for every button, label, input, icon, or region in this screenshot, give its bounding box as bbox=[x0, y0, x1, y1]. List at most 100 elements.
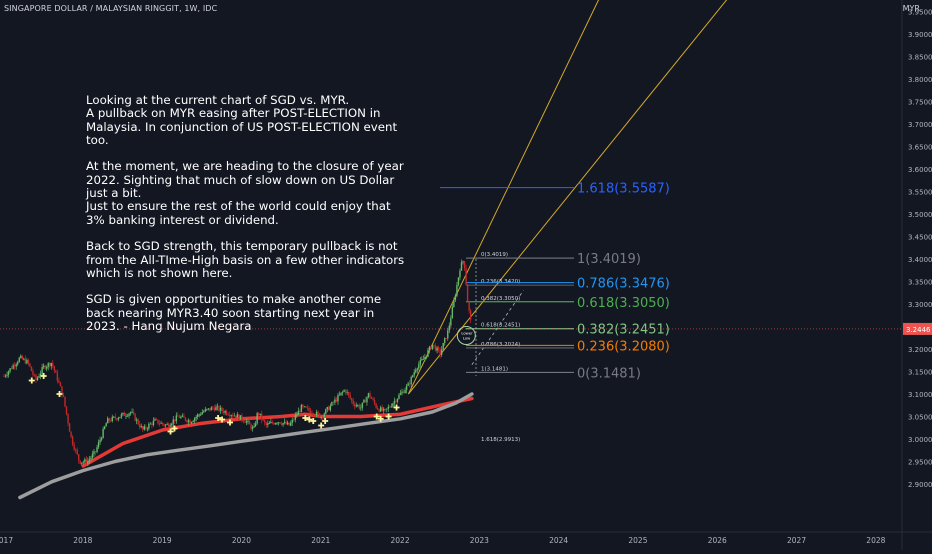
candle-body bbox=[288, 422, 290, 426]
candle-body bbox=[143, 426, 145, 430]
candle-body bbox=[4, 375, 7, 377]
candle-body bbox=[20, 355, 22, 358]
candle-body bbox=[110, 420, 112, 422]
y-tick-label: 3.0000 bbox=[908, 436, 932, 444]
y-tick-label: 3.3500 bbox=[908, 279, 932, 287]
candle-body bbox=[157, 419, 159, 424]
candle-body bbox=[465, 268, 467, 285]
y-tick-label: 2.9000 bbox=[908, 481, 932, 489]
moving-average-layer bbox=[18, 392, 474, 500]
buy-signal-marker bbox=[306, 416, 313, 423]
candle-body bbox=[405, 385, 408, 391]
candle-body bbox=[248, 420, 251, 425]
candle-body bbox=[56, 372, 59, 381]
candle-body bbox=[200, 414, 202, 416]
candle-body bbox=[247, 420, 249, 422]
buy-signal-marker bbox=[373, 413, 380, 420]
buy-signal-marker bbox=[393, 404, 400, 411]
candle-body bbox=[74, 449, 77, 451]
candle-body bbox=[293, 419, 295, 421]
candle-body bbox=[171, 423, 173, 426]
candle-body bbox=[158, 423, 161, 425]
candle-body bbox=[36, 377, 39, 381]
candle-body bbox=[453, 300, 455, 307]
candle-body bbox=[401, 391, 403, 394]
candle-body bbox=[296, 414, 298, 416]
x-tick-label: 2017 bbox=[0, 536, 13, 545]
candle-body bbox=[76, 449, 78, 455]
candle-body bbox=[396, 398, 399, 402]
y-tick-label: 2.9500 bbox=[908, 459, 932, 467]
buy-signal-marker bbox=[215, 415, 222, 421]
candle-body bbox=[337, 395, 339, 402]
candle-body bbox=[280, 423, 283, 425]
candle-body bbox=[230, 415, 232, 417]
candle-body bbox=[300, 404, 303, 412]
candle-body bbox=[229, 415, 231, 417]
candle-body bbox=[215, 407, 217, 411]
candle-body bbox=[259, 413, 261, 415]
candle-body bbox=[227, 414, 229, 416]
x-tick-label: 2027 bbox=[787, 536, 806, 545]
buy-signal-marker bbox=[227, 419, 234, 426]
trend-channel-line-1 bbox=[407, 0, 600, 395]
last-price-label: 3.2446 bbox=[906, 326, 931, 334]
moving-average-1 bbox=[81, 396, 474, 468]
candle-body bbox=[189, 420, 191, 424]
candle-body bbox=[181, 415, 184, 417]
candle-body bbox=[285, 421, 287, 425]
y-tick-label: 3.4000 bbox=[908, 256, 932, 264]
candle-body bbox=[271, 421, 274, 424]
fib-extension-label: 0(3.1481) bbox=[577, 366, 641, 381]
candle-body bbox=[320, 417, 322, 418]
x-tick-label: 2019 bbox=[153, 536, 172, 545]
candle-body bbox=[175, 415, 178, 422]
candle-body bbox=[386, 408, 388, 410]
candle-body bbox=[209, 408, 211, 411]
candle-body bbox=[155, 419, 158, 420]
candle-body bbox=[389, 406, 391, 408]
candle-body bbox=[12, 365, 14, 369]
candle-body bbox=[314, 414, 316, 416]
candle-body bbox=[131, 411, 133, 413]
candle-body bbox=[456, 285, 458, 296]
candle-body bbox=[78, 454, 80, 461]
y-tick-label: 3.0500 bbox=[908, 414, 932, 422]
fib-extension-label: 0.236(3.2080) bbox=[577, 339, 670, 354]
candle-body bbox=[363, 399, 365, 403]
y-tick-label: 3.5000 bbox=[908, 211, 932, 219]
buy-signal-marker bbox=[310, 418, 317, 424]
candle-body bbox=[370, 397, 373, 399]
buy-signal-marker bbox=[318, 422, 325, 429]
buy-signal-marker bbox=[377, 415, 384, 422]
candle-body bbox=[82, 461, 84, 463]
candle-body bbox=[412, 375, 414, 378]
candle-body bbox=[178, 416, 181, 418]
annotation-paragraph-3: Back to SGD strength, this temporary pul… bbox=[86, 239, 405, 280]
candle-body bbox=[383, 408, 385, 411]
candle-body bbox=[201, 412, 203, 415]
candle-body bbox=[204, 409, 206, 412]
candle-body bbox=[311, 413, 313, 414]
y-tick-label: 3.7500 bbox=[908, 99, 932, 107]
candle-body bbox=[415, 370, 417, 373]
candle-body bbox=[67, 414, 69, 424]
candle-body bbox=[349, 394, 351, 399]
candle-body bbox=[454, 295, 457, 301]
candle-body bbox=[225, 411, 228, 415]
candle-body bbox=[306, 407, 309, 409]
candle-body bbox=[442, 342, 444, 350]
candle-body bbox=[84, 459, 86, 462]
candle-body bbox=[450, 318, 452, 326]
annotation-paragraph-2: At the moment, we are heading to the clo… bbox=[86, 159, 404, 227]
candle-body bbox=[30, 366, 33, 372]
candle-body bbox=[73, 444, 75, 450]
candle-body bbox=[38, 376, 40, 378]
x-tick-label: 2021 bbox=[311, 536, 330, 545]
candle-body bbox=[364, 399, 367, 403]
candle-body bbox=[190, 422, 193, 424]
candle-body bbox=[49, 363, 51, 367]
candle-body bbox=[428, 346, 431, 351]
